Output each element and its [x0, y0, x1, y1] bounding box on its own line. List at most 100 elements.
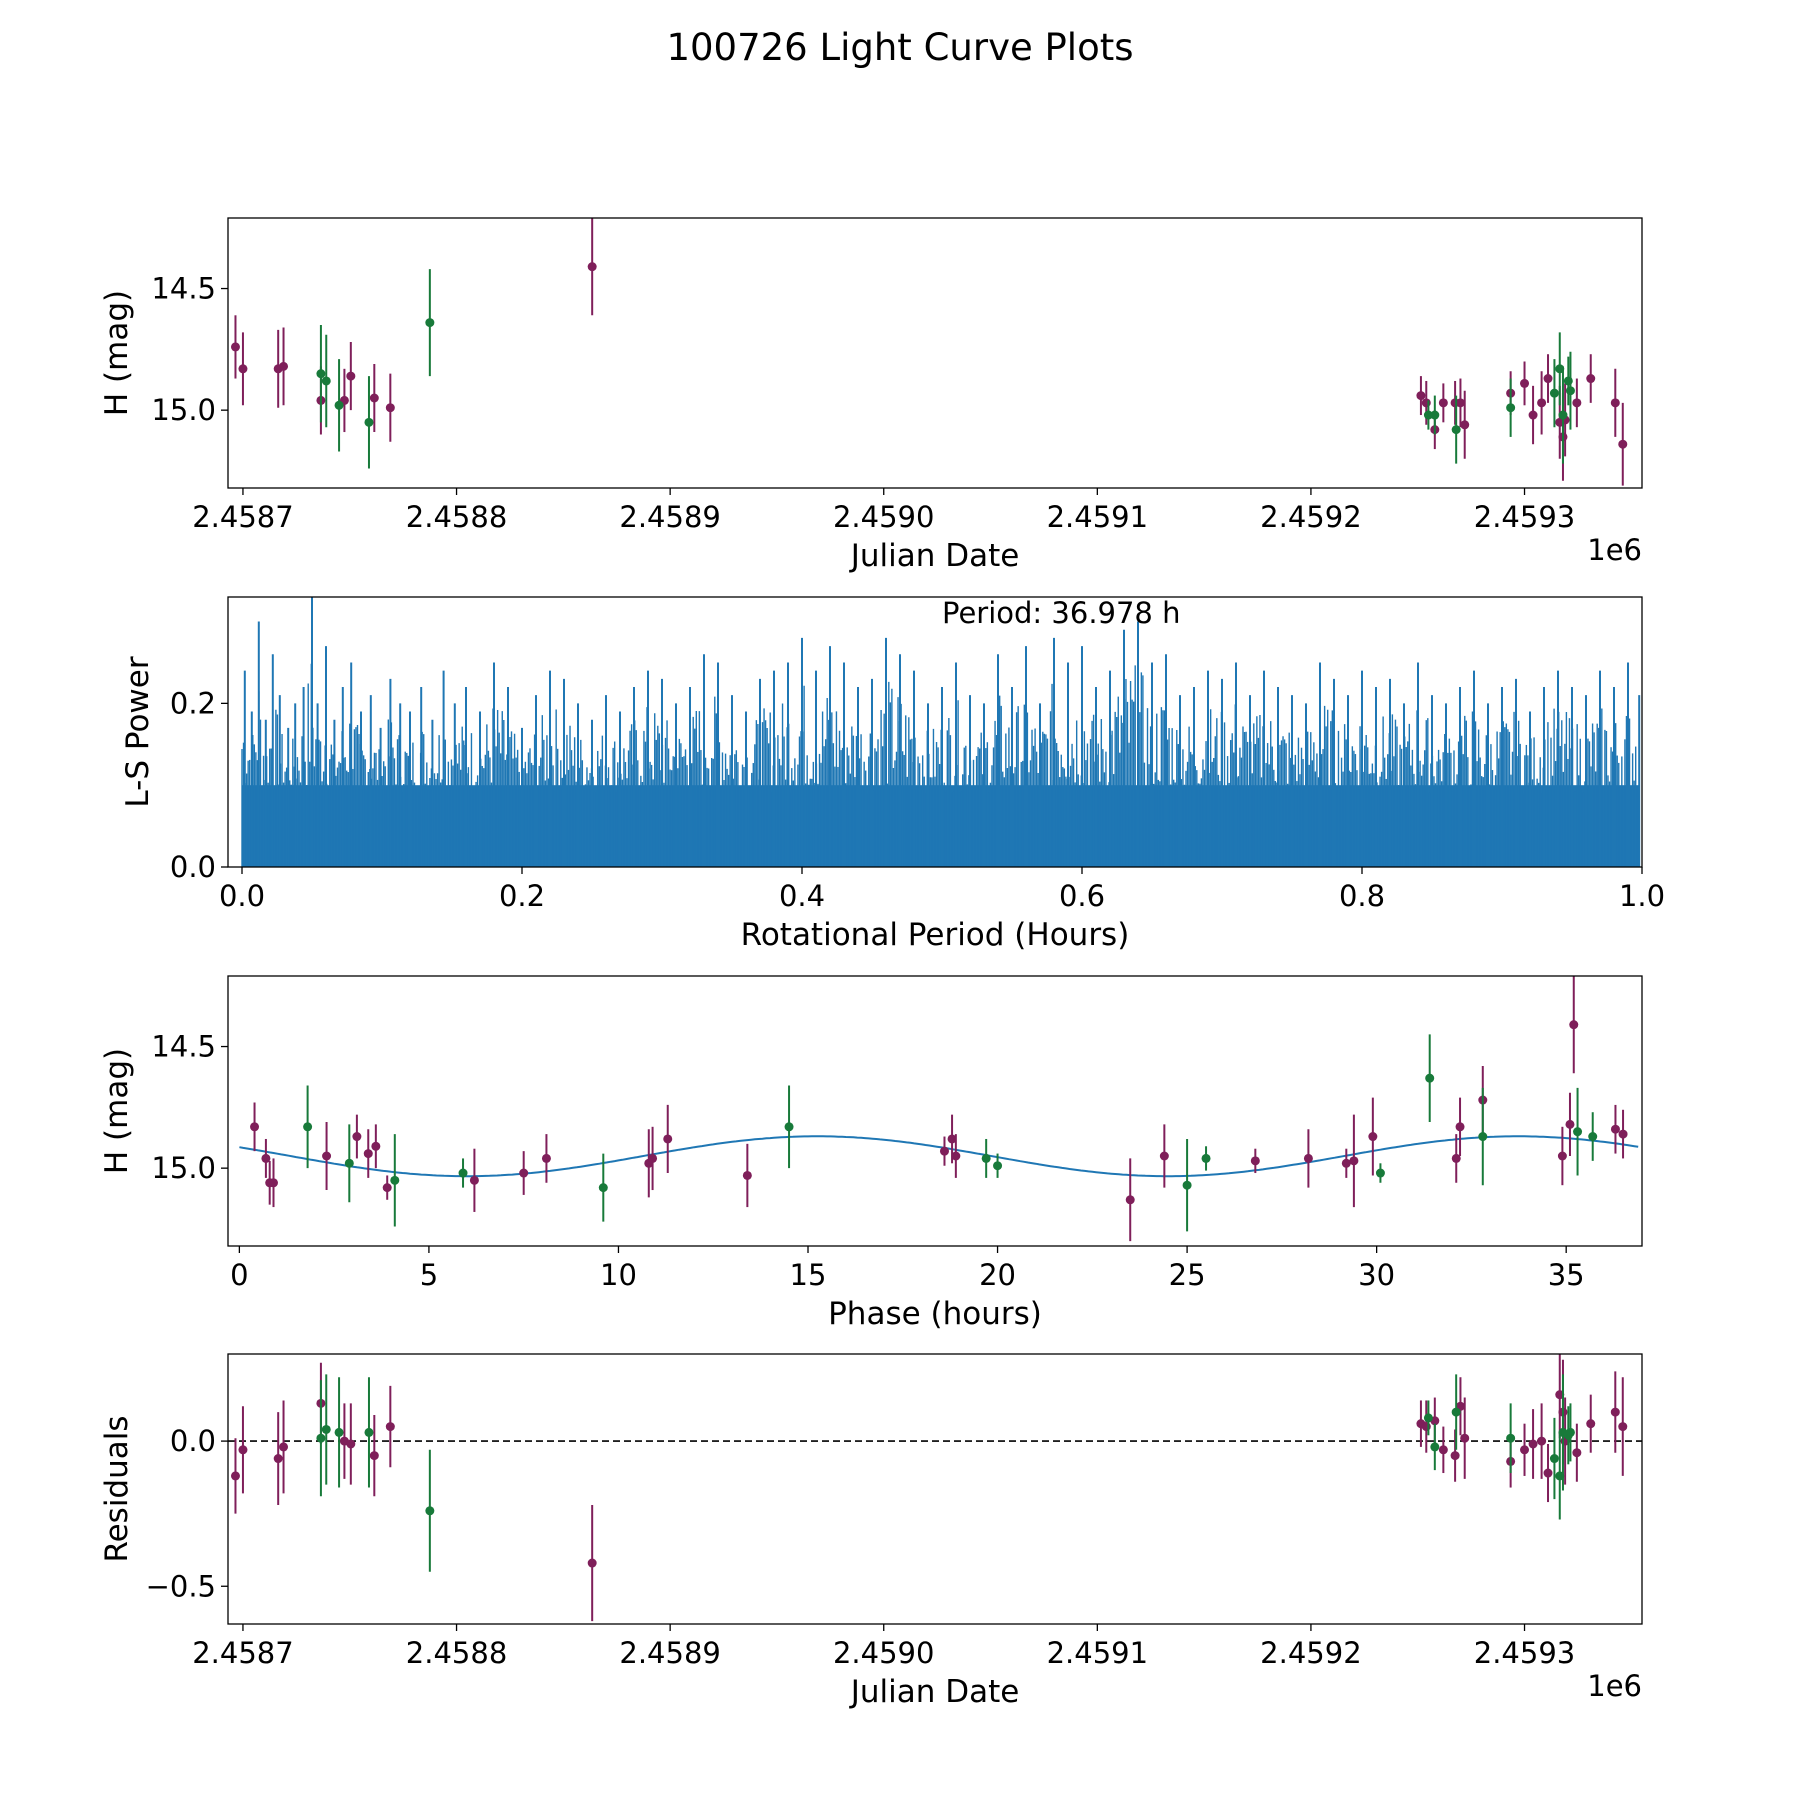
x-tick-label: 0.8	[1339, 879, 1385, 913]
x-tick-label: 2.4587	[192, 1636, 293, 1670]
data-point	[951, 1134, 961, 1178]
point-marker	[993, 1161, 1003, 1171]
x-tick-label: 2.4589	[619, 500, 720, 534]
panel-periodogram: 0.0 0.2 0.4 0.6 0.8 1.0 0.0 0.2 Rotational Perio…	[120, 596, 1665, 953]
point-marker	[1421, 1422, 1431, 1432]
point-marker	[390, 1175, 400, 1185]
point-marker	[303, 1122, 313, 1132]
data-point	[279, 327, 289, 406]
point-marker	[1644, 1422, 1653, 1431]
data-point	[1421, 1400, 1431, 1453]
point-marker	[1460, 1433, 1470, 1443]
data-point	[316, 1380, 326, 1497]
point-marker	[1425, 1073, 1435, 1083]
point-marker	[344, 1158, 354, 1168]
point-marker	[519, 1168, 529, 1178]
data-point	[1557, 1126, 1567, 1186]
point-marker	[1455, 398, 1465, 408]
x-tick-label: 0	[230, 1258, 248, 1292]
data-point	[322, 1121, 332, 1191]
panel-phased: 0 5 10 15 20 25 30 35 15.0 14.5 Phase (hours) H (ma…	[99, 975, 1643, 1332]
plot-area-periodogram	[241, 597, 1641, 867]
axes-frame	[227, 596, 1643, 868]
plot-area-residuals	[228, 1354, 1653, 1622]
data-point	[648, 1126, 658, 1191]
point-marker	[1125, 1195, 1135, 1205]
data-point	[1375, 1163, 1385, 1183]
point-marker	[364, 417, 374, 427]
data-point	[1586, 354, 1596, 403]
data-point	[1618, 402, 1628, 486]
data-point	[1569, 976, 1579, 1074]
point-marker	[1341, 1158, 1351, 1168]
plot-area-lightcurve	[230, 218, 1653, 486]
x-tick-label: 2.4588	[406, 500, 507, 534]
point-marker	[1586, 1419, 1596, 1429]
data-point	[1455, 378, 1465, 428]
point-marker	[1573, 1127, 1583, 1137]
point-marker	[1250, 1156, 1260, 1166]
point-marker	[1430, 1442, 1440, 1452]
data-point	[344, 1124, 354, 1203]
point-marker	[1610, 1124, 1620, 1134]
data-point	[1537, 371, 1547, 435]
x-axis-label: Phase (hours)	[828, 1296, 1042, 1332]
point-marker	[1506, 1433, 1516, 1443]
x-tick-label: 2.4589	[619, 1636, 720, 1670]
point-marker	[458, 1168, 468, 1178]
point-marker	[1618, 1129, 1628, 1139]
x-tick-label: 0.2	[499, 879, 545, 913]
data-point	[1182, 1138, 1192, 1232]
point-marker	[1423, 410, 1433, 420]
y-tick-label: 15.0	[151, 393, 216, 427]
point-marker	[230, 1471, 240, 1481]
data-point	[1528, 385, 1538, 445]
data-point	[663, 1104, 673, 1174]
data-point	[1438, 1426, 1448, 1474]
data-point	[1368, 1097, 1378, 1176]
point-marker	[371, 1141, 381, 1151]
x-tick-label: 30	[1358, 1258, 1395, 1292]
point-marker	[230, 342, 240, 352]
point-marker	[334, 400, 344, 410]
point-marker	[369, 393, 379, 403]
data-point	[334, 1377, 344, 1488]
point-marker	[1558, 410, 1568, 420]
data-point	[1451, 395, 1461, 464]
data-point	[993, 1153, 1003, 1178]
x-tick-label: 25	[1169, 1258, 1206, 1292]
point-marker	[541, 1153, 551, 1163]
data-point	[1644, 357, 1653, 454]
point-marker	[1528, 410, 1538, 420]
series-g	[316, 269, 1575, 469]
point-marker	[1416, 391, 1426, 401]
data-point	[250, 1102, 260, 1152]
data-point	[1451, 1134, 1461, 1183]
data-point	[1430, 395, 1440, 435]
data-point	[334, 359, 344, 452]
x-tick-label: 2.4590	[833, 1636, 934, 1670]
data-point	[1565, 1403, 1575, 1462]
point-marker	[1506, 403, 1516, 413]
data-point	[364, 1377, 374, 1488]
x-offset-label: 1e6	[1587, 533, 1642, 567]
data-point	[1460, 390, 1470, 459]
point-marker	[648, 1153, 658, 1163]
data-point	[1430, 1423, 1440, 1471]
point-marker	[1303, 1153, 1313, 1163]
x-tick-label: 2.4593	[1474, 1636, 1575, 1670]
point-marker	[1586, 374, 1596, 384]
plot-area-phased	[239, 976, 1639, 1242]
series-r	[230, 1354, 1653, 1622]
y-tick-label: 14.5	[151, 272, 216, 306]
point-marker	[1565, 1427, 1575, 1437]
y-tick-label: 0.0	[170, 1424, 216, 1458]
data-point	[1558, 366, 1568, 464]
point-marker	[321, 1424, 331, 1434]
point-marker	[1520, 378, 1530, 388]
point-marker	[1563, 376, 1573, 386]
data-point	[1520, 1423, 1530, 1476]
x-tick-label: 35	[1548, 1258, 1585, 1292]
data-point	[1423, 1400, 1433, 1436]
